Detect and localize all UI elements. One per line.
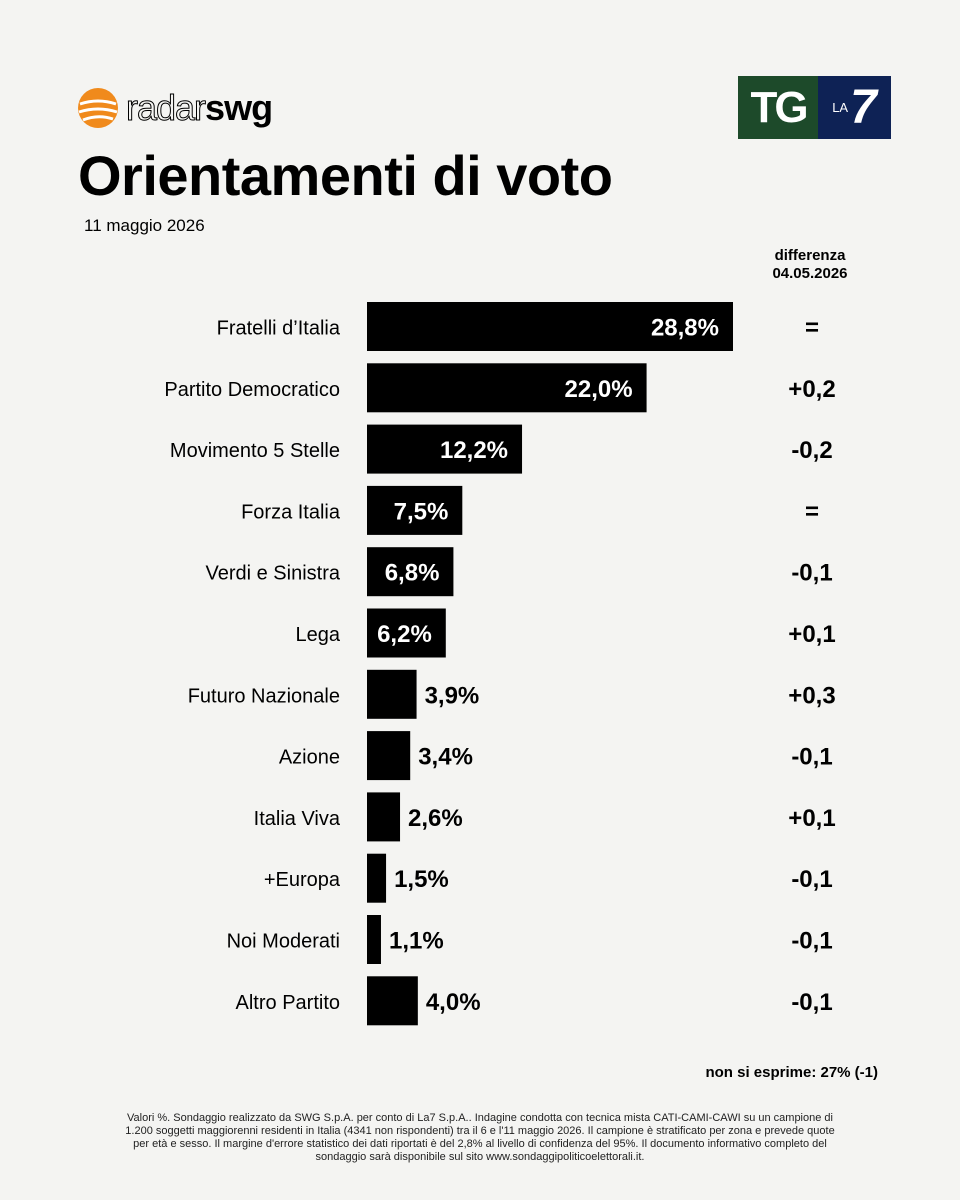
bar-value-label: 6,2%	[377, 621, 432, 648]
difference-value: -0,1	[791, 560, 832, 587]
party-label: Azione	[279, 747, 340, 769]
bar-value-label: 1,1%	[389, 928, 444, 955]
bar-value-label: 2,6%	[408, 805, 463, 832]
bar	[367, 669, 417, 719]
tg-mark: TG	[738, 76, 818, 139]
party-label: Noi Moderati	[227, 931, 340, 953]
bar	[367, 915, 381, 964]
difference-value: -0,1	[791, 989, 832, 1016]
bar	[367, 792, 401, 842]
difference-value: =	[805, 315, 819, 342]
difference-value: -0,2	[791, 437, 832, 464]
difference-value: -0,1	[791, 928, 832, 955]
difference-value: +0,2	[788, 376, 835, 403]
difference-value: =	[805, 498, 819, 525]
bar-value-label: 1,5%	[394, 866, 449, 893]
bar-value-label: 3,4%	[418, 744, 473, 771]
tg-la7-logo: TG LA 7	[738, 76, 891, 139]
bar-value-label: 12,2%	[440, 437, 508, 464]
difference-value: +0,1	[788, 621, 835, 648]
page-title: Orientamenti di voto	[78, 144, 613, 207]
difference-value: +0,1	[788, 805, 835, 832]
difference-column-header: differenza 04.05.2026	[772, 247, 848, 282]
party-label: Italia Viva	[254, 808, 341, 830]
bar	[367, 731, 411, 781]
bar-value-label: 28,8%	[651, 315, 719, 342]
party-label: Partito Democratico	[164, 379, 340, 401]
bar-value-label: 4,0%	[426, 989, 481, 1016]
party-label: Forza Italia	[241, 501, 341, 523]
poll-date: 11 maggio 2026	[84, 216, 205, 235]
logo-wordmark: radarswg	[125, 87, 273, 128]
radar-swg-logo: radarswg	[74, 84, 273, 132]
bar-value-label: 7,5%	[394, 498, 449, 525]
la7-mark: LA 7	[818, 76, 891, 139]
party-label: Verdi e Sinistra	[205, 563, 340, 585]
party-label: Lega	[296, 624, 341, 646]
party-label: Movimento 5 Stelle	[170, 440, 340, 462]
party-label: +Europa	[264, 869, 341, 891]
methodology-footnote: Valori %. Sondaggio realizzato da SWG S.…	[125, 1112, 835, 1163]
party-label: Fratelli d’Italia	[217, 318, 341, 340]
undecided-note: non si esprime: 27% (-1)	[705, 1064, 878, 1081]
bar	[367, 363, 647, 413]
bar-value-label: 6,8%	[385, 560, 440, 587]
bar	[367, 424, 523, 474]
difference-value: +0,3	[788, 682, 835, 709]
party-label: Altro Partito	[236, 992, 340, 1014]
difference-value: -0,1	[791, 866, 832, 893]
difference-value: -0,1	[791, 744, 832, 771]
bar-value-label: 3,9%	[425, 682, 480, 709]
bar	[367, 547, 454, 597]
globe-icon	[78, 88, 118, 128]
bar-value-label: 22,0%	[565, 376, 633, 403]
party-label: Futuro Nazionale	[188, 685, 340, 707]
bar	[367, 485, 463, 535]
bar	[367, 302, 733, 351]
bar	[367, 976, 418, 1026]
bar	[367, 853, 387, 903]
bar	[367, 608, 446, 658]
